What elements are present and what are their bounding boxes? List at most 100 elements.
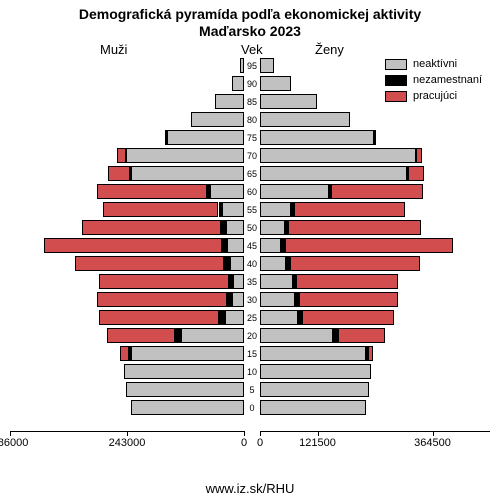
axis-tick xyxy=(433,431,434,436)
axis-line-female xyxy=(260,431,490,432)
bar-segment xyxy=(368,346,373,361)
bar-segment xyxy=(219,310,225,325)
bar-segment xyxy=(117,148,126,163)
label-men: Muži xyxy=(100,42,127,57)
bar-segment xyxy=(260,364,371,379)
bar-segment xyxy=(221,220,225,235)
bar-segment xyxy=(260,112,350,127)
bar-segment xyxy=(260,310,298,325)
bar-segment xyxy=(229,274,234,289)
bar-segment xyxy=(124,364,244,379)
pyramid-row-female xyxy=(260,220,490,235)
bar-segment xyxy=(227,292,232,307)
pyramid-row-male xyxy=(10,148,244,163)
bar-segment xyxy=(219,202,223,217)
pyramid-male xyxy=(10,58,244,418)
chart-area: 95908580757065605550454035302520151050 4… xyxy=(10,58,490,448)
bar-segment xyxy=(222,238,227,253)
axis-tick-label: 121500 xyxy=(299,437,336,449)
bar-segment xyxy=(260,184,329,199)
pyramid-row-male xyxy=(10,364,244,379)
pyramid-row-male xyxy=(10,58,244,73)
bar-segment xyxy=(260,328,333,343)
pyramid-row-male xyxy=(10,184,244,199)
bar-segment xyxy=(260,256,286,271)
bar-segment xyxy=(75,256,224,271)
pyramid-row-female xyxy=(260,130,490,145)
pyramid-row-female xyxy=(260,184,490,199)
legend-item: neaktívni xyxy=(385,56,490,72)
pyramid-row-male xyxy=(10,130,244,145)
bar-segment xyxy=(126,382,244,397)
pyramid-row-female xyxy=(260,148,490,163)
bar-segment xyxy=(260,274,293,289)
bar-segment xyxy=(288,220,421,235)
pyramid-row-male xyxy=(10,274,244,289)
pyramid-row-female xyxy=(260,328,490,343)
bar-segment xyxy=(260,76,291,91)
axis-tick xyxy=(260,431,261,436)
pyramid-row-male xyxy=(10,328,244,343)
pyramid-row-female xyxy=(260,166,490,181)
bar-segment xyxy=(103,202,219,217)
bar-segment xyxy=(290,256,420,271)
axis-tick xyxy=(127,431,128,436)
bar-segment xyxy=(260,382,369,397)
pyramid-row-female xyxy=(260,382,490,397)
axis-tick xyxy=(244,431,245,436)
pyramid-row-female xyxy=(260,364,490,379)
bar-segment xyxy=(302,310,394,325)
pyramid-row-female xyxy=(260,292,490,307)
bar-segment xyxy=(260,220,285,235)
bar-segment xyxy=(97,184,208,199)
axis-tick-label: 0 xyxy=(241,437,247,449)
bar-segment xyxy=(294,202,405,217)
axis-tick-label: 364500 xyxy=(414,437,451,449)
bar-segment xyxy=(260,346,366,361)
bar-segment xyxy=(44,238,222,253)
pyramid-row-female xyxy=(260,400,490,415)
pyramid-row-male xyxy=(10,400,244,415)
bar-segment xyxy=(260,400,366,415)
bar-segment xyxy=(299,292,398,307)
bar-segment xyxy=(181,328,244,343)
axis-tick xyxy=(318,431,319,436)
bar-segment xyxy=(338,328,385,343)
bar-segment xyxy=(107,328,174,343)
pyramid-row-male xyxy=(10,292,244,307)
pyramid-row-male xyxy=(10,346,244,361)
axis-tick-label: 0 xyxy=(257,437,263,449)
bar-segment xyxy=(99,274,229,289)
bar-segment xyxy=(260,238,281,253)
legend: neaktívni nezamestnaní pracujúci xyxy=(385,56,490,104)
label-age: Vek xyxy=(241,42,263,57)
chart-container: Demografická pyramída podľa ekonomickej … xyxy=(0,0,500,500)
pyramid-row-female xyxy=(260,238,490,253)
legend-label: nezamestnaní xyxy=(413,74,482,86)
bar-segment xyxy=(175,328,182,343)
bar-segment xyxy=(260,148,416,163)
legend-item: pracujúci xyxy=(385,88,490,104)
axis-tick-label: 486000 xyxy=(0,437,28,449)
bar-segment xyxy=(224,256,230,271)
pyramid-row-male xyxy=(10,310,244,325)
x-axis: 48600024300000121500364500 xyxy=(10,431,490,451)
bar-segment xyxy=(331,184,423,199)
chart-title-line2: Maďarsko 2023 xyxy=(0,23,500,40)
bar-segment xyxy=(260,58,274,73)
bar-segment xyxy=(408,166,425,181)
bar-segment xyxy=(260,130,374,145)
pyramid-row-male xyxy=(10,382,244,397)
bar-segment xyxy=(120,346,129,361)
bar-segment xyxy=(97,292,227,307)
bar-segment xyxy=(131,166,244,181)
bar-segment xyxy=(215,94,244,109)
bar-segment xyxy=(131,400,244,415)
pyramid-row-female xyxy=(260,310,490,325)
bar-segment xyxy=(260,202,291,217)
legend-label: pracujúci xyxy=(413,90,457,102)
legend-label: neaktívni xyxy=(413,58,457,70)
footer-url: www.iz.sk/RHU xyxy=(0,481,500,496)
pyramid-row-female xyxy=(260,346,490,361)
legend-swatch-working xyxy=(385,91,407,102)
